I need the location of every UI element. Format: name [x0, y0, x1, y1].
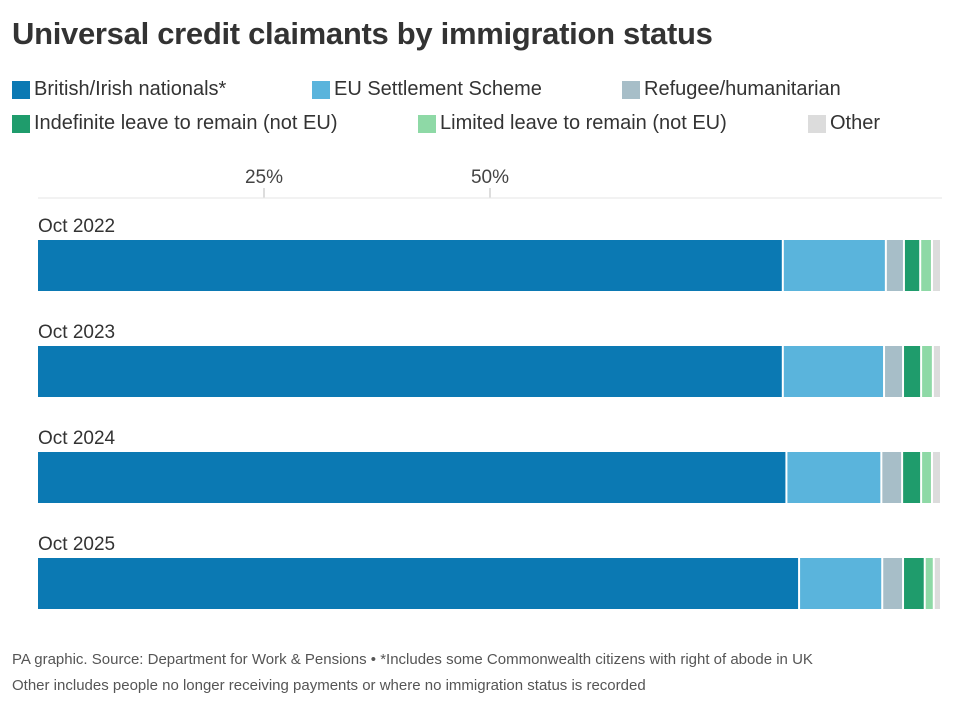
- bar-segment: [922, 346, 932, 397]
- legend-swatch: [808, 114, 826, 133]
- legend-item: Other: [808, 112, 880, 135]
- x-tick-label: 50%: [471, 167, 509, 188]
- legend-swatch: [622, 80, 640, 99]
- bar-segment: [38, 452, 786, 503]
- legend-item: Refugee/humanitarian: [622, 78, 841, 101]
- bar-segment: [885, 346, 903, 397]
- legend-swatch: [12, 80, 30, 99]
- footnote: Other includes people no longer receivin…: [12, 677, 646, 694]
- bar-segment: [921, 240, 931, 291]
- legend-item: EU Settlement Scheme: [312, 78, 542, 101]
- legend-swatch: [418, 114, 436, 133]
- legend-label: Indefinite leave to remain (not EU): [34, 112, 338, 134]
- legend-swatch: [312, 80, 330, 99]
- category-label: Oct 2023: [38, 322, 115, 343]
- bar-segment: [783, 240, 885, 291]
- bar-segment: [882, 452, 902, 503]
- bar-segment: [38, 558, 799, 609]
- bar-segment: [904, 346, 921, 397]
- bar-segment: [38, 240, 782, 291]
- category-label: Oct 2024: [38, 428, 116, 449]
- bar-segment: [934, 558, 940, 609]
- bar-segment: [800, 558, 882, 609]
- bar-segment: [903, 452, 921, 503]
- legend-item: British/Irish nationals*: [12, 78, 226, 101]
- chart-title: Universal credit claimants by immigratio…: [12, 16, 713, 51]
- bar-segment: [904, 558, 924, 609]
- category-label: Oct 2025: [38, 534, 115, 555]
- bar-segment: [933, 346, 940, 397]
- legend-label: Limited leave to remain (not EU): [440, 112, 727, 134]
- legend-label: British/Irish nationals*: [34, 78, 227, 100]
- bar-segment: [904, 240, 920, 291]
- bar-segment: [922, 452, 931, 503]
- bar-segment: [925, 558, 933, 609]
- bar-segment: [38, 346, 782, 397]
- legend-label: EU Settlement Scheme: [334, 78, 542, 100]
- legend-item: Indefinite leave to remain (not EU): [12, 112, 338, 135]
- legend-item: Limited leave to remain (not EU): [418, 112, 727, 135]
- bar-segment: [787, 452, 881, 503]
- legend-label: Other: [830, 112, 881, 134]
- bar-segment: [932, 240, 940, 291]
- bar-segment: [886, 240, 903, 291]
- legend-swatch: [12, 114, 30, 133]
- bar-segment: [932, 452, 940, 503]
- bar-segment: [783, 346, 884, 397]
- legend-label: Refugee/humanitarian: [644, 78, 841, 100]
- bar-segment: [883, 558, 903, 609]
- category-label: Oct 2022: [38, 216, 115, 237]
- source-note: PA graphic. Source: Department for Work …: [12, 651, 813, 668]
- x-tick-label: 25%: [245, 167, 283, 188]
